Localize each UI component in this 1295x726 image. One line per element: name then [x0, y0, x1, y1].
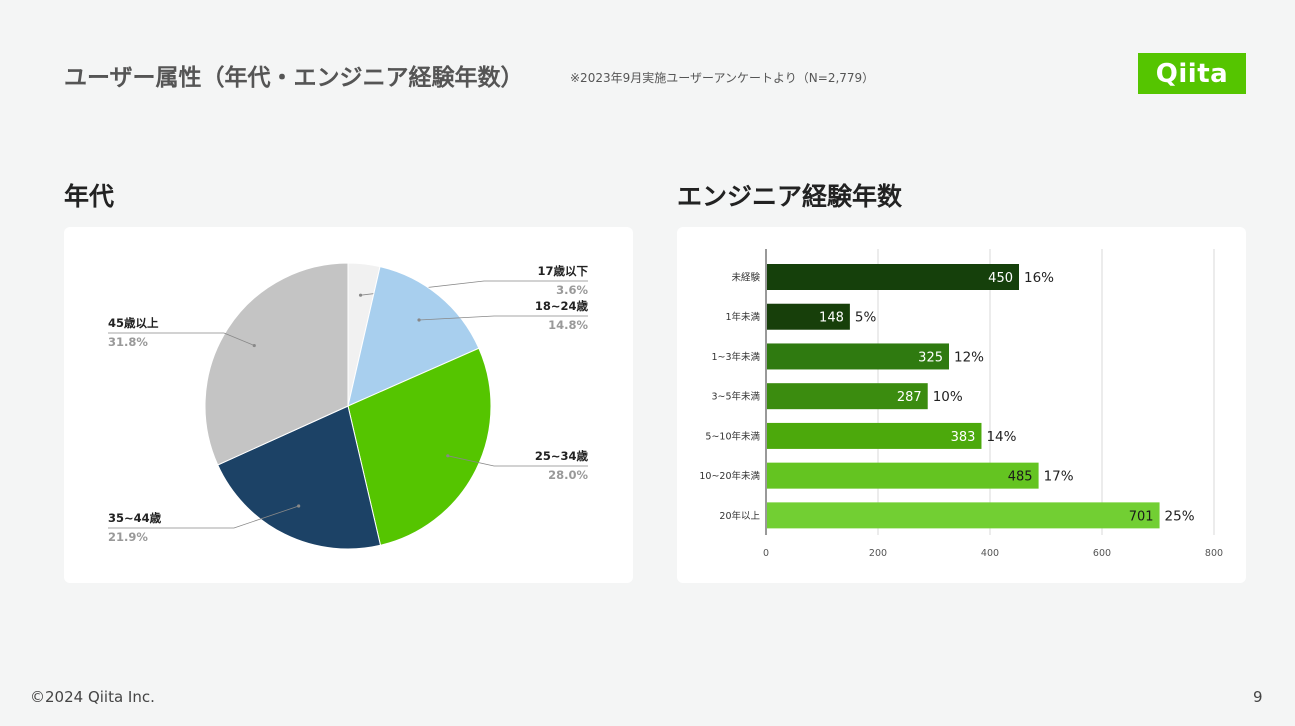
- page-number: 9: [1253, 688, 1263, 706]
- bar-percent-label: 16%: [1024, 270, 1054, 286]
- bar-category-label: 3~5年未満: [711, 391, 760, 403]
- bar: [767, 502, 1160, 529]
- pie-leader-dot: [252, 343, 256, 348]
- pie-slice: [217, 405, 382, 550]
- pie-category-label: 35~44歳: [108, 511, 162, 525]
- pie-leader-line: [108, 332, 255, 346]
- qiita-logo: Qiita: [1138, 53, 1246, 94]
- age-section-title: 年代: [64, 182, 115, 211]
- bar-value-label: 383: [951, 430, 976, 445]
- page-title: ユーザー属性（年代・エンジニア経験年数）: [64, 65, 524, 91]
- pie-category-label: 17歳以下: [537, 264, 588, 278]
- bar: [767, 422, 982, 449]
- pie-leader-line: [419, 315, 588, 321]
- bar-category-label: 20年以上: [719, 510, 760, 522]
- bar-category-label: 1年未満: [725, 311, 760, 323]
- bar-percent-label: 12%: [954, 349, 984, 365]
- bar-category-label: 10~20年未満: [699, 470, 760, 482]
- bar-percent-label: 17%: [1044, 469, 1074, 485]
- bar-category-label: 未経験: [731, 272, 760, 284]
- bar: [767, 264, 1019, 290]
- pie-percent-label: 28.0%: [548, 468, 588, 482]
- experience-section-title: エンジニア経験年数: [677, 182, 903, 211]
- age-pie-chart: 17歳以下 3.6% 18~24歳 14.8% 25~34歳 28.0% 35~44歳 21.…: [108, 262, 589, 550]
- age-chart-card: 17歳以下 3.6% 18~24歳 14.8% 25~34歳 28.0% 35~44歳 21.…: [64, 227, 633, 583]
- pie-slice: [204, 262, 349, 466]
- pie-category-label: 25~34歳: [535, 449, 589, 463]
- experience-chart-card: 0 200 400 600 800 未経験 450 16% 1年未満 148 5% 1~3年未満 325…: [677, 227, 1246, 583]
- bar-value-label: 485: [1008, 470, 1033, 485]
- pie-leader-line: [447, 455, 588, 467]
- pie-percent-label: 3.6%: [556, 283, 588, 297]
- bar-percent-label: 5%: [855, 310, 877, 326]
- pie-category-label: 45歳以上: [108, 316, 159, 330]
- pie-leader-line: [108, 505, 299, 529]
- bar-category-label: 5~10年未満: [705, 430, 760, 442]
- bar-value-label: 148: [819, 311, 844, 326]
- bar: [767, 383, 928, 410]
- bar-percent-label: 25%: [1165, 508, 1195, 524]
- bar-percent-label: 10%: [933, 389, 963, 405]
- x-tick-label: 600: [1093, 548, 1111, 559]
- pie-leader-dot: [446, 454, 450, 458]
- pie-leader-dot: [417, 318, 421, 322]
- bar-category-label: 1~3年未満: [711, 351, 760, 363]
- x-tick-label: 400: [981, 548, 999, 559]
- bar: [767, 343, 949, 370]
- copyright: ©2024 Qiita Inc.: [30, 688, 155, 706]
- pie-percent-label: 21.9%: [108, 530, 148, 544]
- bar-value-label: 287: [897, 390, 922, 405]
- x-tick-label: 0: [763, 548, 769, 559]
- bar: [767, 462, 1039, 489]
- pie-slice: [347, 347, 492, 546]
- pie-leader-dot: [297, 504, 301, 508]
- x-tick-label: 200: [869, 548, 887, 559]
- bar-value-label: 325: [918, 350, 943, 365]
- bar-percent-label: 14%: [986, 429, 1016, 445]
- bar: [767, 303, 850, 330]
- survey-note: ※2023年9月実施ユーザーアンケートより（N=2,779）: [570, 71, 875, 85]
- pie-category-label: 18~24歳: [535, 299, 589, 313]
- pie-percent-label: 31.8%: [108, 335, 148, 349]
- pie-percent-label: 14.8%: [548, 318, 588, 332]
- experience-bar-chart: 0 200 400 600 800 未経験 450 16% 1年未満 148 5% 1~3年未満 325…: [699, 249, 1223, 559]
- pie-slice: [347, 266, 480, 407]
- bar-value-label: 701: [1129, 509, 1154, 524]
- pie-leader-dot: [358, 293, 363, 297]
- bar-value-label: 450: [988, 271, 1013, 286]
- x-tick-label: 800: [1205, 548, 1223, 559]
